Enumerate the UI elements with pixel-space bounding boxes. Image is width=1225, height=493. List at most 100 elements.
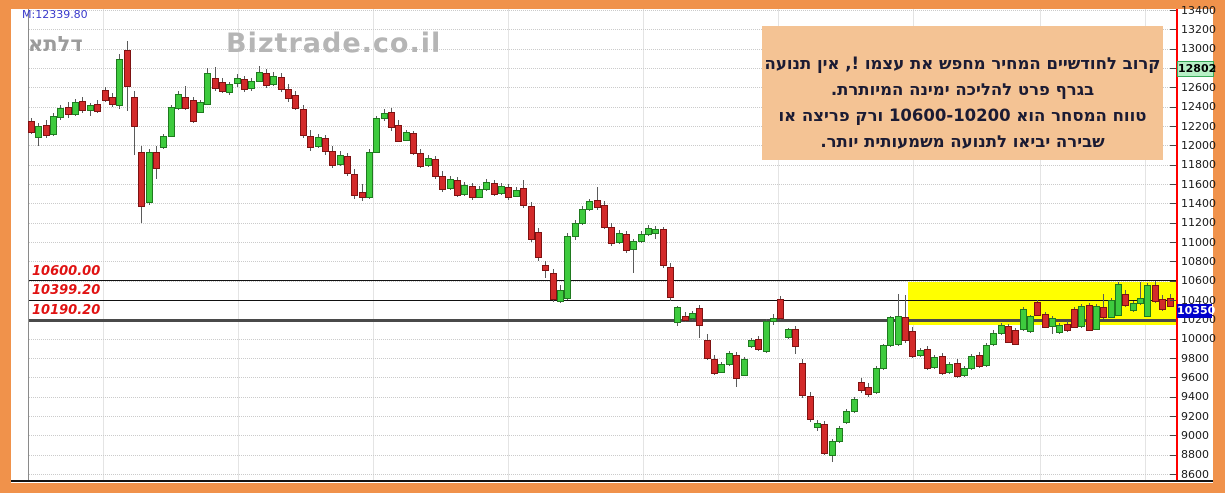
- candle: [586, 201, 594, 211]
- candle: [777, 299, 785, 320]
- candle: [1063, 324, 1071, 331]
- candle: [1012, 330, 1020, 345]
- candle: [454, 180, 461, 196]
- candle: [160, 135, 168, 149]
- level-label: 10190.20: [32, 303, 101, 319]
- candle-wick: [1103, 294, 1105, 320]
- axis-tick-label: 10400: [1181, 293, 1216, 307]
- candle: [806, 395, 814, 420]
- candle: [997, 325, 1005, 334]
- candle: [1166, 298, 1174, 307]
- axis-tick: [1170, 416, 1177, 417]
- candle: [1056, 325, 1064, 333]
- axis-tick-label: 12400: [1181, 100, 1216, 114]
- axis-tick-label: 13200: [1181, 22, 1216, 36]
- candle: [630, 241, 638, 250]
- grid-vline: [913, 9, 914, 481]
- candle: [130, 97, 138, 127]
- candle: [711, 359, 719, 374]
- candle: [145, 152, 153, 204]
- candle: [696, 307, 704, 327]
- candle: [843, 411, 851, 423]
- candle: [549, 272, 557, 300]
- candle: [564, 236, 572, 300]
- candle: [439, 176, 447, 190]
- candle: [263, 72, 270, 87]
- grid-hline: [28, 435, 1176, 437]
- price-axis-line: [1176, 9, 1178, 481]
- candle: [835, 427, 843, 443]
- candle: [329, 151, 337, 166]
- candle: [762, 321, 770, 353]
- candle-wick: [633, 239, 635, 273]
- level-line: [28, 299, 1177, 301]
- last-price-tag: 10350: [1177, 303, 1216, 318]
- candle: [645, 227, 652, 236]
- instrument-name: דלתא: [28, 32, 83, 56]
- candle: [534, 232, 542, 259]
- annotation-line: טווח המסחר הוא 10600-10200 ורק פריצה או: [778, 106, 1147, 125]
- candle: [1151, 284, 1159, 302]
- candle: [35, 126, 43, 138]
- candle: [938, 356, 946, 375]
- axis-tick-label: 13000: [1181, 42, 1216, 56]
- grid-hline: [28, 396, 1176, 398]
- axis-tick: [1170, 280, 1177, 282]
- axis-tick: [1170, 454, 1177, 456]
- grid-vline: [103, 9, 104, 481]
- axis-tick: [1170, 319, 1177, 321]
- candle: [850, 398, 858, 413]
- candle: [270, 75, 278, 86]
- axis-tick-label: 13400: [1181, 3, 1216, 17]
- candle: [960, 367, 968, 377]
- candle: [931, 357, 939, 368]
- axis-tick: [1170, 435, 1177, 437]
- grid-hline: [28, 48, 1176, 50]
- candle: [1078, 305, 1086, 328]
- candle: [255, 71, 263, 82]
- axis-tick: [1170, 242, 1177, 243]
- axis-tick-label: 10600: [1181, 274, 1216, 288]
- grid-hline: [28, 87, 1176, 89]
- axis-tick-label: 12000: [1181, 138, 1216, 152]
- candle: [703, 339, 711, 359]
- axis-tick-label: 9200: [1181, 409, 1209, 423]
- candle: [1137, 298, 1145, 304]
- candle: [637, 234, 645, 243]
- grid-hline: [28, 10, 1176, 11]
- candle: [622, 234, 630, 251]
- candle: [887, 317, 895, 347]
- grid-hline: [28, 377, 1176, 379]
- grid-hline: [28, 106, 1176, 108]
- axis-tick: [1170, 145, 1177, 147]
- candle: [498, 185, 506, 194]
- candle: [821, 423, 829, 454]
- candle: [116, 59, 124, 106]
- candle: [64, 106, 72, 116]
- candle: [204, 72, 212, 105]
- candle: [86, 104, 94, 112]
- candle: [219, 81, 226, 93]
- candle: [476, 188, 483, 198]
- candle: [358, 191, 366, 199]
- candle: [571, 222, 579, 238]
- axis-tick-label: 11800: [1181, 158, 1216, 172]
- grid-vline: [373, 9, 374, 481]
- candle: [402, 131, 410, 141]
- candle: [1034, 301, 1042, 317]
- candle: [909, 330, 917, 358]
- candle: [578, 209, 586, 224]
- axis-tick-label: 11400: [1181, 196, 1216, 210]
- grid-hline: [28, 184, 1176, 185]
- candle: [902, 317, 910, 341]
- candle: [468, 185, 476, 199]
- candle: [189, 99, 197, 123]
- candle: [336, 155, 344, 165]
- axis-tick-label: 9800: [1181, 351, 1209, 365]
- grid-hline: [28, 338, 1176, 340]
- axis-tick: [1170, 474, 1177, 475]
- candle: [167, 106, 175, 137]
- candle: [72, 101, 80, 116]
- level-label: 10399.20: [32, 283, 101, 299]
- axis-tick-label: 8800: [1181, 448, 1209, 462]
